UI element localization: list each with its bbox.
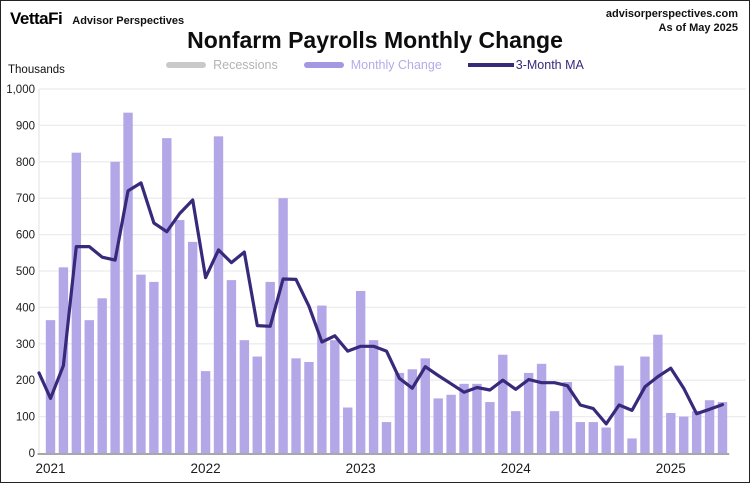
bar-2022-02 <box>213 136 224 453</box>
brand-subtitle: Advisor Perspectives <box>72 15 185 27</box>
bar-2023-03 <box>381 422 392 453</box>
bar-2021-06 <box>110 161 120 454</box>
source-site: advisorperspectives.com <box>605 8 738 20</box>
bar-2021-03 <box>71 152 82 453</box>
y-tick-700: 700 <box>16 193 35 205</box>
chart-legend: Recessions Monthly Change 3-Month MA <box>1 58 749 72</box>
y-tick-0: 0 <box>29 448 35 460</box>
bar-2022-05 <box>252 356 262 453</box>
bar-2024-06 <box>575 422 586 453</box>
legend-label-1: Monthly Change <box>350 58 442 72</box>
legend-swatch-0 <box>166 62 207 68</box>
x-year-label-2022: 2022 <box>191 461 221 476</box>
bar-2021-11 <box>175 220 185 453</box>
y-axis-tick-labels: 0 100 200 300 400 500 600 700 800 900 1,000 <box>6 84 35 460</box>
legend-item-3-month-ma: 3-Month MA <box>467 58 584 72</box>
y-tick-600: 600 <box>16 230 35 242</box>
bar-2021-09 <box>149 281 159 453</box>
bar-2022-11 <box>330 340 340 453</box>
y-tick-900: 900 <box>16 120 35 132</box>
x-axis-year-labels: 2021 2022 2023 2024 2025 <box>35 461 685 476</box>
bar-2023-10 <box>472 383 482 453</box>
brand-header: VettaFi Advisor Perspectives <box>10 9 184 29</box>
x-year-label-2021: 2021 <box>35 461 65 476</box>
bar-2023-05 <box>407 369 418 453</box>
y-tick-500: 500 <box>16 266 35 278</box>
bar-2025-01 <box>666 412 676 453</box>
x-year-label-2024: 2024 <box>501 461 532 476</box>
bar-2025-05 <box>717 402 728 453</box>
bar-2024-10 <box>627 438 637 453</box>
y-tick-1000: 1,000 <box>6 84 35 96</box>
bar-2023-04 <box>394 372 405 453</box>
bar-2023-08 <box>446 394 456 453</box>
y-tick-100: 100 <box>16 412 35 424</box>
bar-2024-11 <box>640 356 650 453</box>
bar-2022-08 <box>291 358 301 453</box>
bar-2021-04 <box>84 320 94 453</box>
bar-2022-03 <box>226 280 237 453</box>
bar-2025-03 <box>691 411 702 453</box>
bar-2025-04 <box>704 400 715 453</box>
bar-2021-10 <box>162 138 172 453</box>
bar-2023-01 <box>355 291 366 453</box>
y-tick-800: 800 <box>16 157 35 169</box>
y-tick-400: 400 <box>16 302 35 314</box>
as-of-date: As of May 2025 <box>658 22 738 34</box>
bar-2023-12 <box>498 354 508 453</box>
y-axis-unit-label: Thousands <box>8 64 65 76</box>
legend-label-0: Recessions <box>213 58 278 72</box>
bar-2024-08 <box>601 427 611 453</box>
legend-swatch-2 <box>467 63 514 67</box>
bar-2024-03 <box>536 363 547 453</box>
legend-swatch-1 <box>303 62 344 68</box>
bar-2022-09 <box>304 362 314 453</box>
bar-2024-05 <box>562 382 573 453</box>
y-tick-300: 300 <box>16 339 35 351</box>
legend-label-2: 3-Month MA <box>515 58 584 72</box>
bar-2021-07 <box>123 112 133 453</box>
bar-2024-12 <box>653 334 663 453</box>
bar-2022-01 <box>200 371 211 453</box>
y-tick-200: 200 <box>16 375 35 387</box>
legend-item-recessions: Recessions <box>166 58 278 72</box>
bar-2022-06 <box>265 281 275 453</box>
bar-2021-01 <box>45 320 56 453</box>
source-attribution: advisorperspectives.com As of May 2025 <box>606 7 738 35</box>
bar-2022-10 <box>317 305 327 453</box>
bar-2023-07 <box>433 398 443 453</box>
bar-2024-01 <box>511 411 521 453</box>
bar-2023-09 <box>459 383 469 453</box>
bar-2021-12 <box>187 241 198 453</box>
bar-2024-04 <box>549 411 560 453</box>
bar-2023-11 <box>485 402 495 453</box>
chart-title: Nonfarm Payrolls Monthly Change <box>187 27 563 53</box>
bar-2023-06 <box>420 358 430 453</box>
bar-2021-08 <box>136 274 146 453</box>
x-year-label-2025: 2025 <box>656 461 686 476</box>
bar-2023-02 <box>368 340 379 453</box>
bar-2022-07 <box>278 198 288 453</box>
bar-2022-04 <box>239 340 250 453</box>
bar-2021-05 <box>97 298 107 453</box>
legend-item-monthly-change: Monthly Change <box>303 58 442 72</box>
bar-2025-02 <box>679 416 689 453</box>
bar-2024-02 <box>523 372 534 453</box>
bar-2022-12 <box>343 407 353 453</box>
bar-2024-09 <box>614 365 624 453</box>
three-month-ma-line <box>37 181 725 426</box>
monthly-change-bars <box>45 112 728 454</box>
bar-2024-07 <box>588 422 598 453</box>
x-year-label-2023: 2023 <box>346 461 376 476</box>
vettafi-logo: VettaFi <box>10 9 63 28</box>
